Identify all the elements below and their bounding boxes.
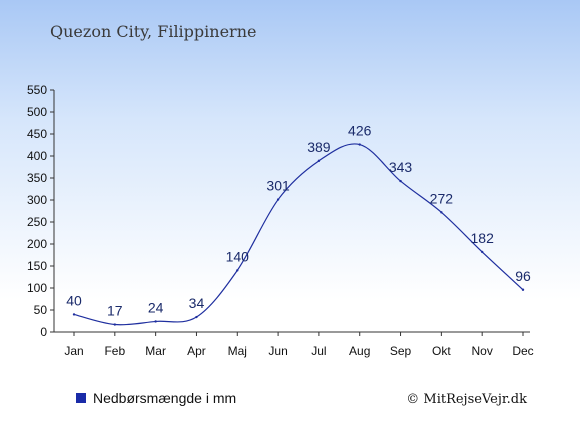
data-point xyxy=(236,269,239,272)
y-axis-ticks: 0 50 100 150 200 250 300 350 400 450 500 550 xyxy=(27,83,54,339)
x-tick-label: Sep xyxy=(390,344,412,358)
rainfall-series-line xyxy=(73,143,524,326)
data-label: 17 xyxy=(107,303,123,319)
data-points xyxy=(72,143,525,326)
data-point xyxy=(440,211,443,214)
data-point xyxy=(113,323,117,326)
data-label: 301 xyxy=(266,178,290,194)
data-label: 426 xyxy=(348,123,372,139)
y-tick-label: 300 xyxy=(27,193,47,207)
y-tick-label: 0 xyxy=(40,325,47,339)
data-point xyxy=(480,250,484,254)
y-tick-label: 50 xyxy=(34,303,48,317)
data-point xyxy=(317,159,321,163)
x-tick-label: Mar xyxy=(145,344,166,358)
data-label: 182 xyxy=(471,230,495,246)
data-label: 34 xyxy=(189,295,205,311)
data-value-labels: 40 17 24 34 140 301 389 426 343 272 182 96 xyxy=(66,123,531,319)
data-label: 96 xyxy=(515,268,531,284)
y-tick-label: 200 xyxy=(27,237,47,251)
x-tick-label: Maj xyxy=(228,344,247,358)
y-tick-label: 150 xyxy=(27,259,47,273)
data-point xyxy=(276,198,280,201)
x-tick-label: Feb xyxy=(104,344,125,358)
data-point xyxy=(154,320,157,323)
y-tick-label: 250 xyxy=(27,215,47,229)
data-label: 343 xyxy=(389,159,413,175)
data-label: 40 xyxy=(66,292,82,308)
data-point xyxy=(195,315,198,319)
data-label: 24 xyxy=(148,299,164,315)
y-tick-label: 450 xyxy=(27,127,47,141)
y-tick-label: 350 xyxy=(27,171,47,185)
legend-swatch xyxy=(76,393,86,403)
data-label: 140 xyxy=(226,248,250,264)
data-point xyxy=(72,313,76,316)
y-tick-label: 400 xyxy=(27,149,47,163)
y-tick-label: 100 xyxy=(27,281,47,295)
chart-title: Quezon City, Filippinerne xyxy=(50,22,256,41)
x-tick-label: Dec xyxy=(512,344,533,358)
legend-label: Nedbørsmængde i mm xyxy=(93,390,236,406)
x-tick-label: Apr xyxy=(187,344,206,358)
y-tick-label: 550 xyxy=(27,83,47,97)
x-tick-label: Jun xyxy=(268,344,287,358)
credit-text: © MitRejseVejr.dk xyxy=(406,392,527,407)
x-tick-label: Okt xyxy=(432,344,451,358)
data-point xyxy=(399,179,402,183)
data-point xyxy=(358,143,361,146)
data-point xyxy=(521,288,525,291)
x-tick-label: Jan xyxy=(64,344,83,358)
x-tick-label: Jul xyxy=(311,344,326,358)
y-tick-label: 500 xyxy=(27,105,47,119)
data-label: 389 xyxy=(307,139,331,155)
data-label: 272 xyxy=(430,190,454,206)
x-tick-label: Aug xyxy=(349,344,370,358)
x-axis-ticks: Jan Feb Mar Apr Maj Jun Jul Aug Sep Okt Nov Dec xyxy=(64,332,534,358)
x-tick-label: Nov xyxy=(472,344,493,358)
